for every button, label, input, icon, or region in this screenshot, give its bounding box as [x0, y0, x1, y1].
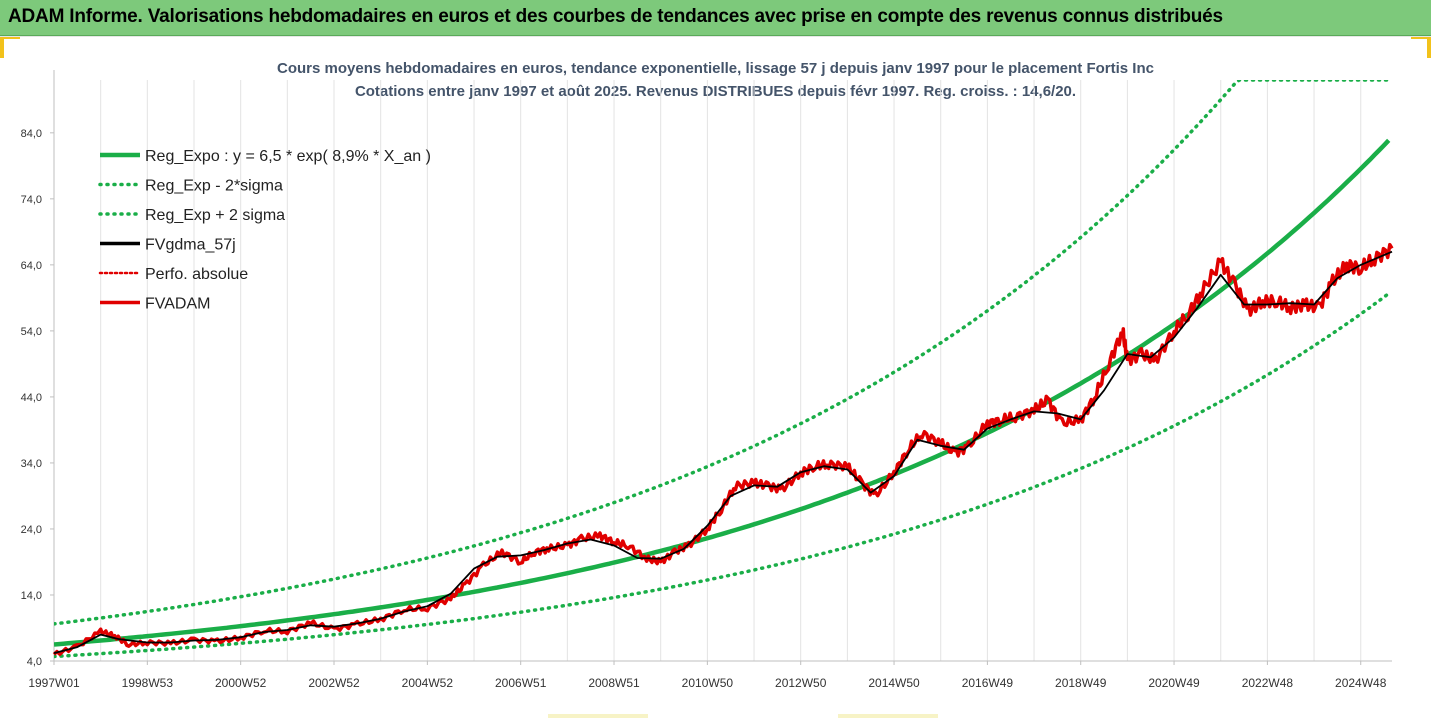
corner-marker-right [1427, 36, 1431, 58]
y-tick-label: 64,0 [21, 260, 42, 272]
x-tick-label: 2022W48 [1242, 676, 1294, 690]
page-banner: ADAM Informe. Valorisations hebdomadaire… [0, 0, 1431, 36]
corner-marker-top-right [1411, 36, 1431, 39]
series-reg-exp-plus-2sigma [54, 80, 1391, 626]
x-tick-label: 2016W49 [962, 676, 1014, 690]
chart-title: Cours moyens hebdomadaires en euros, ten… [277, 60, 1154, 77]
axis-layer: 4,0 14,0 24,0 34,0 44,0 54,0 64,0 74,0 84,0 1997W… [21, 70, 1392, 690]
banner-title: ADAM Informe. Valorisations hebdomadaire… [8, 6, 1223, 27]
x-tick-label: 2014W50 [868, 676, 920, 690]
corner-marker-top-left [0, 36, 20, 39]
y-tick-label: 74,0 [21, 194, 42, 206]
legend-label: FVADAM [145, 296, 210, 313]
legend-label: Reg_Exp - 2*sigma [145, 178, 283, 195]
x-tick-label: 1998W53 [122, 676, 174, 690]
legend-layer: Reg_Expo : y = 6,5 * exp( 8,9% * X_an ) R… [98, 148, 431, 313]
x-tick-label: 2018W49 [1055, 676, 1107, 690]
bottom-tab-right [838, 714, 938, 718]
x-tick-label: 2002W52 [308, 676, 360, 690]
x-tick-label: 2008W51 [588, 676, 640, 690]
legend-label: Reg_Expo : y = 6,5 * exp( 8,9% * X_an ) [145, 148, 431, 165]
series-layer [52, 80, 1394, 659]
y-tick-label: 54,0 [21, 326, 42, 338]
grid-layer [53, 80, 1362, 661]
legend-label: Perfo. absolue [145, 266, 248, 283]
x-tick-label: 2006W51 [495, 676, 547, 690]
y-tick-label: 14,0 [21, 590, 42, 602]
x-tick-label: 2012W50 [775, 676, 827, 690]
chart-frame [0, 36, 1431, 718]
legend-label: FVgdma_57j [145, 237, 236, 254]
x-tick-label: 2000W52 [215, 676, 267, 690]
y-tick-label: 34,0 [21, 458, 42, 470]
x-tick-label: 2024W48 [1335, 676, 1387, 690]
series-reg-exp-minus-2sigma [54, 291, 1391, 659]
bottom-tab-left [548, 714, 648, 718]
y-tick-label: 4,0 [27, 656, 42, 668]
chart-subtitle: Cotations entre janv 1997 et août 2025. … [354, 83, 1077, 100]
series-fvgdma-57j [53, 250, 1393, 654]
y-tick-label: 84,0 [21, 128, 42, 140]
y-tick-label: 24,0 [21, 524, 42, 536]
corner-marker-left [0, 36, 4, 58]
x-tick-label: 2004W52 [402, 676, 454, 690]
y-tick-label: 44,0 [21, 392, 42, 404]
legend-label: Reg_Exp + 2 sigma [145, 207, 285, 224]
x-tick-label: 2010W50 [682, 676, 734, 690]
x-tick-label: 1997W01 [28, 676, 80, 690]
x-tick-label: 2020W49 [1148, 676, 1200, 690]
series-reg-expo [54, 138, 1391, 647]
